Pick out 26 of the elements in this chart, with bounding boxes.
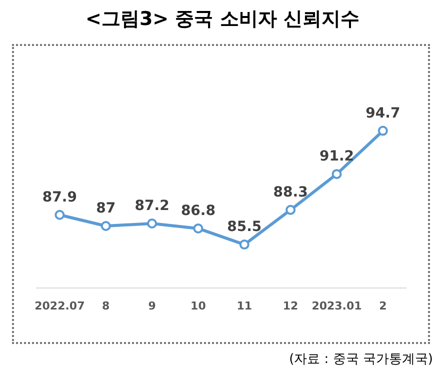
point bbox=[100, 220, 111, 231]
x-tick-label: 8 bbox=[102, 299, 110, 312]
point bbox=[54, 210, 65, 220]
data-label: 91.2 bbox=[319, 148, 354, 165]
point bbox=[286, 204, 296, 215]
text: (자료 : 중국 국가통계국) bbox=[289, 351, 433, 368]
x-tick-label: 2023.01 bbox=[312, 299, 362, 312]
point bbox=[332, 169, 342, 180]
x-tick-label: 12 bbox=[282, 299, 298, 312]
chart-title: <그림3> 중국 소비자 신뢰지수 bbox=[84, 7, 360, 32]
data-label: 87.2 bbox=[134, 198, 170, 214]
x-tick-label: 2022.07 bbox=[34, 299, 85, 312]
data-label: 86.8 bbox=[180, 203, 216, 220]
point bbox=[378, 126, 388, 136]
x-tick-label: 11 bbox=[236, 299, 252, 312]
point bbox=[147, 218, 158, 229]
data-label: 87.9 bbox=[42, 190, 77, 206]
data-label: 94.7 bbox=[366, 105, 400, 122]
data-label: 88.3 bbox=[273, 184, 308, 201]
point bbox=[193, 223, 204, 234]
point bbox=[239, 240, 250, 250]
x-tick-label: 10 bbox=[190, 299, 206, 312]
x-tick-label: 9 bbox=[148, 299, 156, 312]
x-tick-label: 2 bbox=[379, 299, 387, 312]
data-label: 85.5 bbox=[227, 219, 262, 236]
data-label: 87 bbox=[96, 200, 116, 217]
